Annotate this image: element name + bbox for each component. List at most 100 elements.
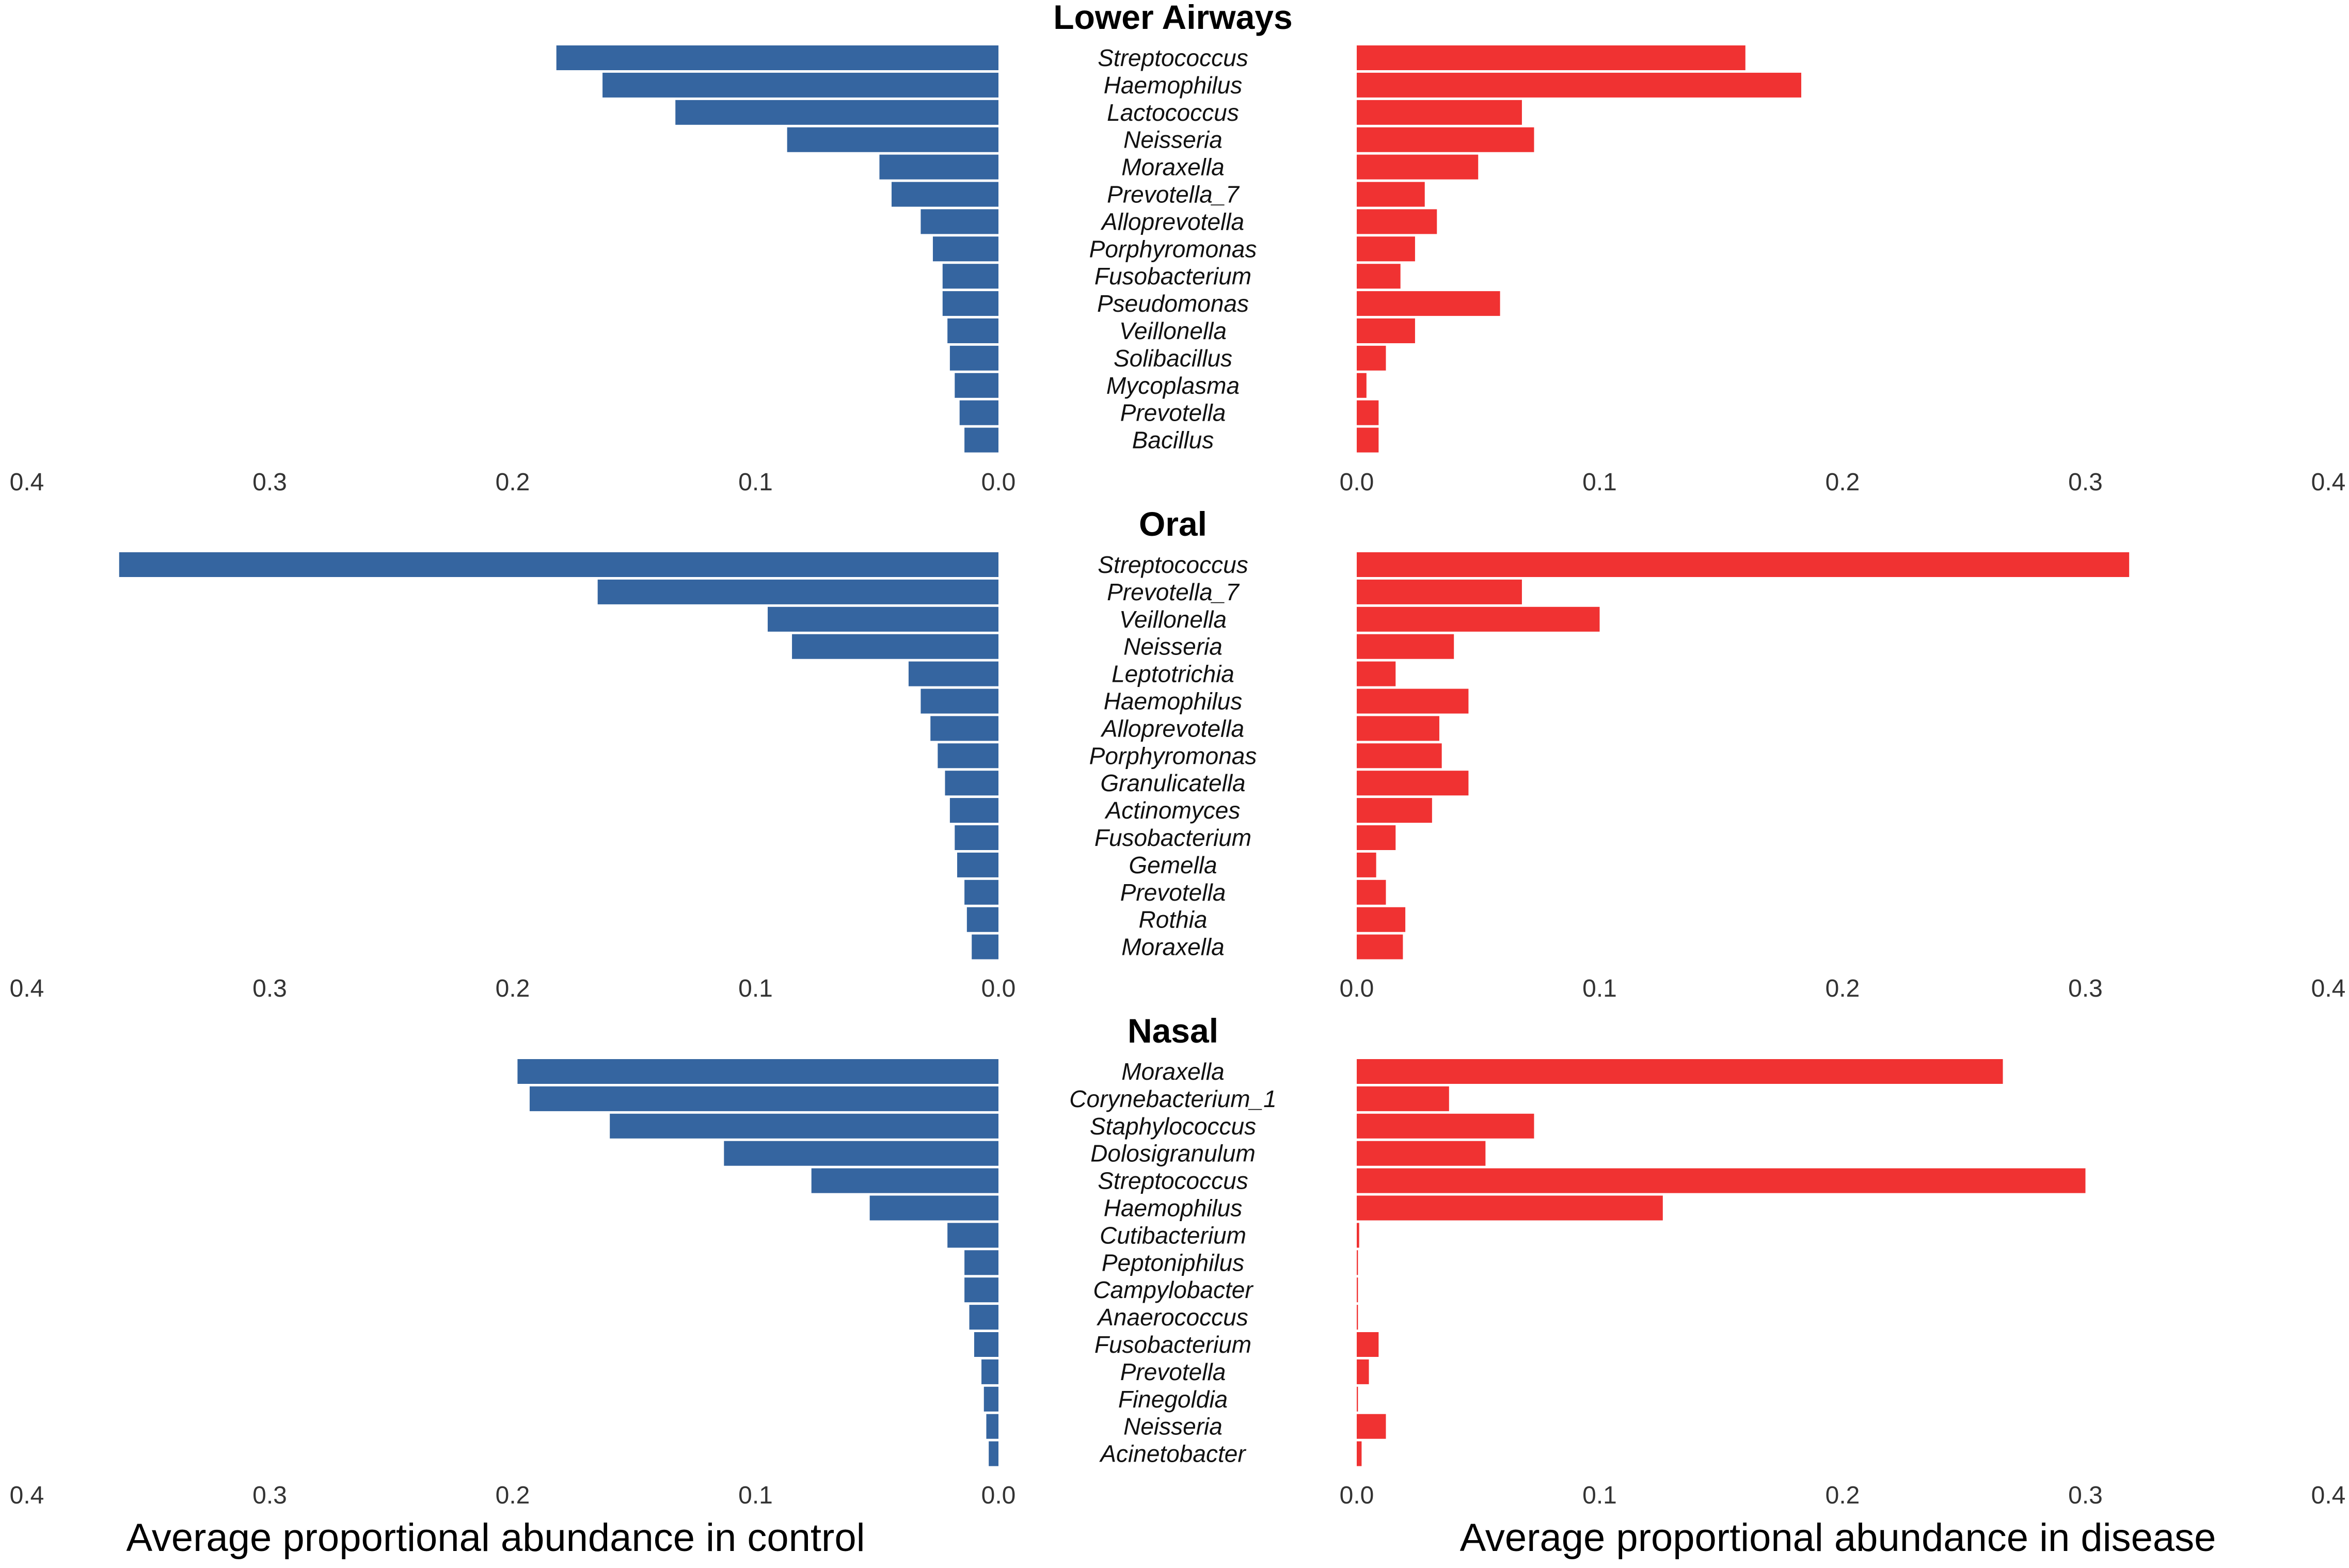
bar-control: [724, 1141, 998, 1166]
bar-control: [787, 127, 998, 152]
genus-label: Porphyromonas: [1089, 742, 1257, 769]
genus-label: Porphyromonas: [1089, 235, 1257, 262]
panel-oral: Oral StreptococcusPrevotella_7Veillonella…: [10, 505, 2346, 1002]
bar-disease: [1357, 825, 1396, 850]
tick-label-right: 0.1: [1582, 469, 1617, 496]
bar-disease: [1357, 1386, 1358, 1412]
genus-label: Neisseria: [1123, 126, 1223, 153]
x-axis-title-control: Average proportional abundance in contro…: [126, 1516, 865, 1560]
bar-disease: [1357, 345, 1386, 371]
genus-label: Neisseria: [1123, 633, 1223, 660]
bar-control: [983, 1386, 998, 1412]
genus-label: Gemella: [1129, 852, 1217, 878]
bar-disease: [1357, 634, 1454, 659]
tick-label-left: 0.2: [496, 469, 530, 496]
bar-control: [947, 1223, 998, 1248]
bar-control: [938, 743, 998, 769]
bar-disease: [1357, 1414, 1386, 1439]
bar-control: [811, 1168, 998, 1193]
bar-control: [945, 771, 998, 796]
bar-control: [964, 1277, 998, 1303]
genus-label: Acinetobacter: [1099, 1441, 1246, 1467]
panel-nasal: Nasal MoraxellaCorynebacterium_1Staphyloc…: [10, 1012, 2346, 1509]
bar-disease: [1357, 1441, 1362, 1466]
tick-label-right: 0.3: [2068, 975, 2103, 1002]
bar-control: [891, 182, 998, 207]
tick-label-right: 0.2: [1826, 1482, 1860, 1509]
genus-label: Moraxella: [1121, 154, 1224, 181]
bar-control: [974, 1332, 998, 1357]
bar-disease: [1357, 236, 1415, 262]
bar-disease: [1357, 879, 1386, 905]
tick-label-right: 0.3: [2068, 1482, 2103, 1509]
bar-disease: [1357, 579, 1522, 604]
tick-label-right: 0.1: [1582, 1482, 1617, 1509]
bar-control: [981, 1359, 998, 1384]
genus-label: Staphylococcus: [1090, 1113, 1256, 1140]
panel-title: Nasal: [1128, 1012, 1218, 1050]
tick-label-left: 0.2: [496, 1482, 530, 1509]
bar-control: [964, 427, 998, 453]
bar-disease: [1357, 1141, 1486, 1166]
genus-label: Bacillus: [1132, 427, 1214, 454]
tick-label-right: 0.4: [2311, 469, 2346, 496]
bar-control: [989, 1441, 998, 1466]
bar-disease: [1357, 1305, 1358, 1330]
genus-label: Haemophilus: [1104, 688, 1242, 715]
bar-disease: [1357, 907, 1406, 932]
tick-label-left: 0.0: [981, 469, 1016, 496]
bar-control: [529, 1086, 998, 1111]
bar-disease: [1357, 1113, 1534, 1139]
genus-label: Solibacillus: [1114, 345, 1232, 372]
genus-label: Haemophilus: [1104, 1195, 1242, 1222]
bar-control: [602, 72, 998, 98]
bar-disease: [1357, 1223, 1359, 1248]
genus-label: Fusobacterium: [1094, 824, 1251, 851]
bar-disease: [1357, 209, 1437, 234]
bar-control: [920, 209, 998, 234]
genus-label: Anaerococcus: [1096, 1304, 1248, 1331]
bar-disease: [1357, 798, 1432, 823]
bar-control: [969, 1305, 998, 1330]
tick-label-left: 0.4: [10, 975, 44, 1002]
bar-control: [597, 579, 998, 604]
bar-control: [949, 345, 998, 371]
bar-disease: [1357, 689, 1469, 714]
tick-label-right: 0.3: [2068, 469, 2103, 496]
bar-control: [964, 1250, 998, 1275]
tick-label-left: 0.4: [10, 469, 44, 496]
genus-label: Veillonella: [1119, 606, 1227, 633]
tick-label-left: 0.1: [738, 469, 773, 496]
genus-label: Fusobacterium: [1094, 1331, 1251, 1358]
genus-label: Mycoplasma: [1106, 372, 1240, 399]
bar-disease: [1357, 1332, 1379, 1357]
bar-disease: [1357, 1250, 1358, 1275]
bar-disease: [1357, 318, 1415, 343]
genus-label: Prevotella_7: [1107, 181, 1240, 208]
bar-control: [869, 1195, 998, 1221]
tick-label-left: 0.3: [252, 1482, 287, 1509]
genus-label: Campylobacter: [1093, 1276, 1253, 1303]
genus-label: Prevotella_7: [1107, 579, 1240, 605]
bar-control: [947, 318, 998, 343]
bar-disease: [1357, 606, 1600, 632]
bar-control: [768, 606, 998, 632]
bar-control: [556, 45, 998, 70]
genus-label: Veillonella: [1119, 317, 1227, 344]
bar-disease: [1357, 1086, 1449, 1111]
panel-lower-airways: Lower Airways StreptococcusHaemophilusLac…: [10, 0, 2346, 496]
bar-control: [879, 154, 998, 180]
bar-control: [792, 634, 998, 659]
bar-disease: [1357, 264, 1401, 289]
tick-label-left: 0.1: [738, 1482, 773, 1509]
bar-disease: [1357, 1168, 2086, 1193]
bar-control: [920, 689, 998, 714]
bar-control: [930, 716, 998, 741]
bar-disease: [1357, 852, 1376, 877]
bar-control: [959, 400, 998, 425]
bar-control: [610, 1113, 998, 1139]
bar-disease: [1357, 127, 1534, 152]
tick-label-left: 0.0: [981, 1482, 1016, 1509]
bar-control: [966, 907, 998, 932]
